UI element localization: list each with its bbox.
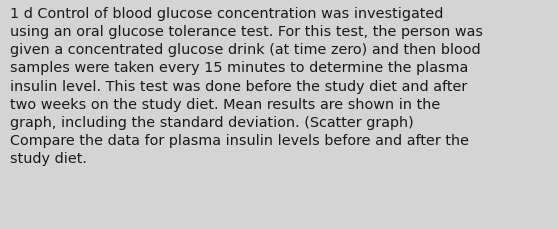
Text: 1 d Control of blood glucose concentration was investigated
using an oral glucos: 1 d Control of blood glucose concentrati… — [10, 7, 483, 166]
